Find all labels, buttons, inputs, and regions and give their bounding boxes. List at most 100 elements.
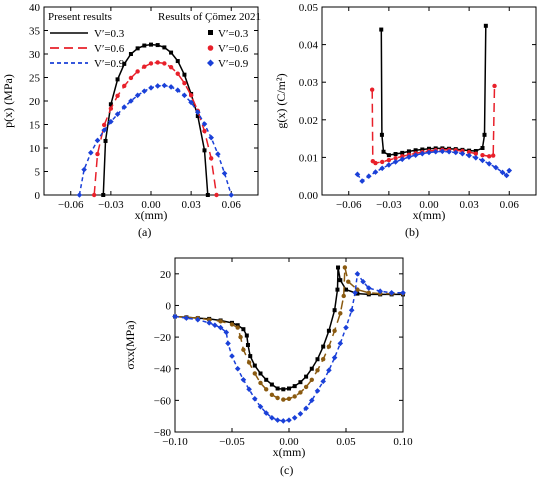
data-point [499, 169, 506, 176]
data-point [336, 265, 341, 270]
data-point [241, 327, 246, 332]
data-point [202, 148, 207, 153]
y-tick-label: −20 [154, 332, 172, 344]
data-point [244, 333, 249, 338]
data-point [321, 344, 326, 349]
data-point [246, 386, 252, 393]
x-tick-label: 0.00 [141, 199, 161, 211]
panel-b-chart: −0.06 −0.03 0.00 0.03 0.06 0.00 0.01 0.02 0.03 0.… [274, 2, 537, 239]
data-point [446, 148, 452, 155]
panel-c-chart: −0.10 −0.05 0.00 0.05 0.10 −80 −60 −40 −20 0 20 x(… [123, 257, 413, 477]
data-point [406, 149, 411, 154]
data-point [344, 287, 348, 292]
plot-frame [174, 257, 404, 433]
data-point [228, 192, 235, 198]
data-point [292, 384, 297, 389]
ticks-group: −0.06 −0.03 0.00 0.03 0.06 0.00 0.01 0.02 0.03 0.… [299, 2, 536, 211]
x-tick-label: 0.05 [336, 436, 356, 448]
data-point [493, 164, 499, 171]
data-point [281, 387, 286, 392]
y-tick-label: −40 [154, 364, 172, 376]
data-point [281, 397, 286, 402]
x-axis-label: x(mm) [413, 208, 446, 222]
data-point [491, 153, 496, 158]
x-tick-label: −0.10 [162, 436, 188, 448]
data-point [257, 403, 264, 410]
data-point [286, 417, 292, 423]
data-point [338, 278, 343, 283]
data-point [332, 328, 337, 333]
data-point [348, 307, 355, 313]
data-point [215, 151, 221, 157]
data-point [229, 353, 235, 359]
data-point [135, 69, 140, 74]
data-point [386, 153, 391, 158]
data-point [235, 323, 240, 328]
data-point [94, 137, 101, 144]
data-point [342, 265, 348, 270]
data-point [275, 386, 280, 391]
data-point [168, 84, 174, 90]
data-point [466, 149, 472, 155]
data-point [114, 111, 121, 117]
data-point [432, 148, 439, 155]
data-point [101, 122, 107, 128]
data-point [392, 159, 399, 165]
y-tick-label: 40 [29, 2, 41, 14]
data-point [298, 390, 303, 395]
y-tick-label: 35 [29, 26, 41, 38]
data-point [486, 154, 492, 159]
data-point [202, 128, 207, 134]
data-point [309, 377, 314, 382]
data-point [343, 324, 349, 331]
data-point [354, 271, 361, 277]
data-point [183, 315, 190, 321]
y-tick-label: 5 [35, 167, 41, 179]
data-point [291, 414, 298, 421]
x-tick-label: 0.06 [222, 199, 242, 211]
data-point [373, 160, 378, 166]
data-point [252, 363, 257, 368]
data-point [359, 178, 365, 184]
x-tick-label: −0.03 [376, 199, 402, 211]
y-tick-label: 0.04 [299, 40, 319, 52]
data-point [269, 414, 275, 421]
data-point [400, 154, 405, 159]
data-point [258, 380, 263, 386]
data-point [188, 93, 194, 98]
y-tick-label: 0 [35, 190, 41, 202]
data-point [128, 98, 134, 104]
data-point [263, 410, 269, 416]
data-point [155, 43, 160, 48]
series-line [174, 267, 403, 401]
series-line [371, 85, 496, 164]
data-point [377, 288, 383, 295]
data-point [108, 118, 114, 125]
data-point [326, 328, 331, 333]
data-point [420, 147, 425, 152]
data-point [274, 417, 281, 423]
panel-caption: (a) [138, 225, 151, 239]
data-point [217, 324, 224, 331]
data-point [400, 150, 405, 155]
data-point [207, 317, 212, 322]
data-point [393, 155, 398, 161]
data-point [234, 365, 241, 372]
data-point [241, 347, 246, 352]
data-point [337, 340, 344, 347]
y-tick-label: 20 [29, 96, 41, 108]
data-point [482, 132, 487, 137]
data-point [128, 75, 134, 81]
data-point [258, 371, 263, 376]
x-tick-label: 0.03 [460, 199, 480, 211]
data-point [122, 83, 127, 89]
data-point [366, 290, 371, 295]
data-point [419, 150, 426, 157]
y-tick-label: 15 [29, 120, 41, 132]
data-point [466, 152, 472, 159]
data-point [208, 156, 214, 161]
data-point [346, 279, 351, 284]
y-tick-label: 0.03 [299, 77, 319, 89]
x-tick-label: 0.00 [279, 436, 299, 448]
data-point [439, 148, 446, 155]
